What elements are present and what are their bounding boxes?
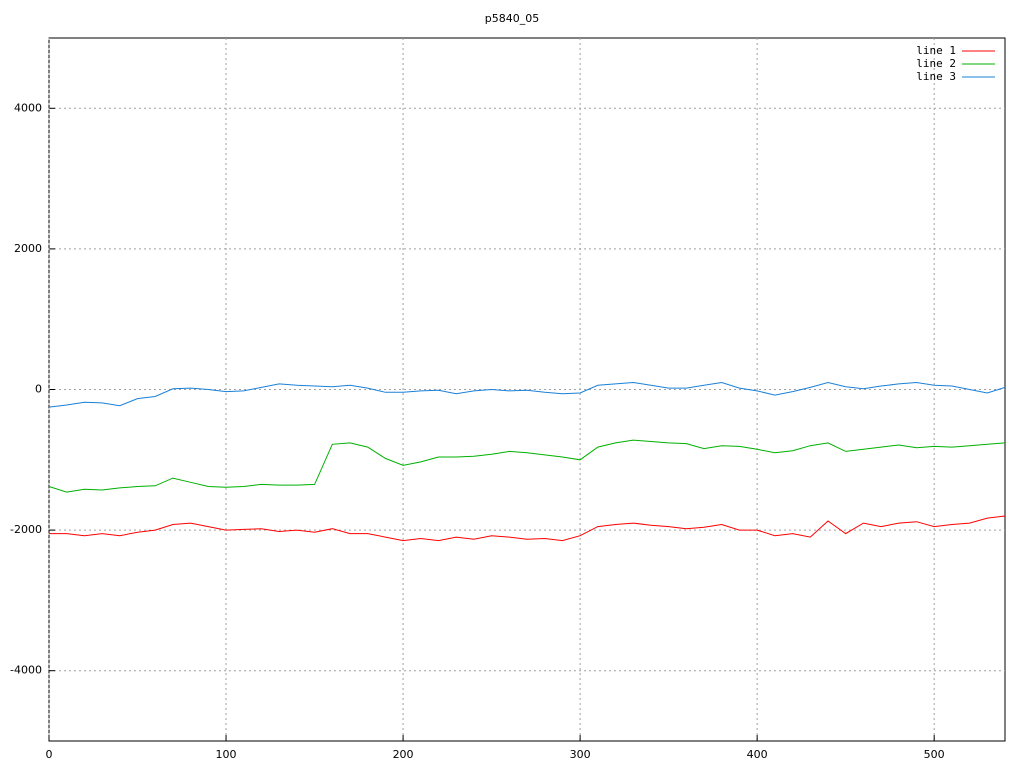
x-tick-label: 500 [924, 748, 945, 761]
legend-label: line 2 [916, 57, 956, 70]
y-tick-label: 2000 [14, 242, 42, 255]
x-tick-label: 0 [46, 748, 53, 761]
x-tick-label: 300 [570, 748, 591, 761]
chart-title: p5840_05 [485, 12, 539, 25]
data-line [49, 515, 1006, 542]
legend-label: line 1 [916, 44, 956, 57]
y-tick-label: 0 [35, 383, 42, 396]
data-line [48, 381, 1006, 408]
x-tick-label: 100 [216, 748, 237, 761]
x-tick-label: 400 [747, 748, 768, 761]
y-tick-label: -2000 [10, 523, 42, 536]
legend-label: line 3 [916, 70, 956, 83]
y-tick-label: 4000 [14, 101, 42, 114]
y-tick-label: -4000 [10, 664, 42, 677]
x-tick-label: 200 [393, 748, 414, 761]
plot-frame [48, 37, 1006, 742]
data-line [48, 439, 1006, 493]
